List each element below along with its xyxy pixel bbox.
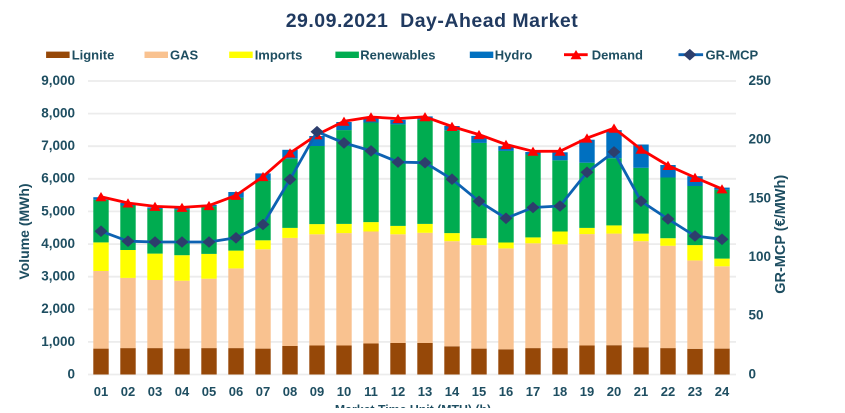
svg-text:7,000: 7,000 bbox=[41, 138, 75, 153]
svg-text:Demand: Demand bbox=[592, 47, 643, 62]
svg-text:0: 0 bbox=[67, 366, 75, 381]
svg-text:GAS: GAS bbox=[170, 47, 199, 62]
svg-text:100: 100 bbox=[749, 249, 772, 264]
svg-text:200: 200 bbox=[749, 132, 772, 147]
svg-text:50: 50 bbox=[749, 308, 764, 323]
svg-text:14: 14 bbox=[445, 384, 460, 399]
svg-text:8,000: 8,000 bbox=[41, 106, 75, 121]
svg-text:22: 22 bbox=[661, 384, 675, 399]
svg-text:17: 17 bbox=[526, 384, 540, 399]
svg-text:Imports: Imports bbox=[255, 47, 303, 62]
svg-text:11: 11 bbox=[364, 384, 378, 399]
svg-text:18: 18 bbox=[553, 384, 567, 399]
svg-text:04: 04 bbox=[175, 384, 190, 399]
svg-text:Lignite: Lignite bbox=[72, 47, 115, 62]
svg-text:12: 12 bbox=[391, 384, 405, 399]
svg-text:Volume (MWh): Volume (MWh) bbox=[16, 183, 32, 279]
svg-text:Hydro: Hydro bbox=[495, 47, 533, 62]
svg-text:250: 250 bbox=[749, 73, 772, 88]
svg-text:150: 150 bbox=[749, 190, 772, 205]
svg-text:9,000: 9,000 bbox=[41, 73, 75, 88]
svg-text:13: 13 bbox=[418, 384, 432, 399]
svg-text:15: 15 bbox=[472, 384, 486, 399]
svg-text:16: 16 bbox=[499, 384, 513, 399]
svg-text:1,000: 1,000 bbox=[41, 334, 75, 349]
svg-text:07: 07 bbox=[256, 384, 270, 399]
svg-text:03: 03 bbox=[148, 384, 162, 399]
svg-text:05: 05 bbox=[202, 384, 216, 399]
svg-text:2,000: 2,000 bbox=[41, 301, 75, 316]
svg-text:02: 02 bbox=[121, 384, 135, 399]
svg-text:09: 09 bbox=[310, 384, 324, 399]
svg-text:06: 06 bbox=[229, 384, 243, 399]
svg-text:21: 21 bbox=[634, 384, 648, 399]
svg-text:23: 23 bbox=[688, 384, 702, 399]
svg-text:20: 20 bbox=[607, 384, 621, 399]
svg-text:29.09.2021 Day-Ahead Market: 29.09.2021 Day-Ahead Market bbox=[286, 10, 579, 32]
svg-text:GR-MCP: GR-MCP bbox=[706, 47, 759, 62]
svg-text:10: 10 bbox=[337, 384, 351, 399]
svg-text:08: 08 bbox=[283, 384, 297, 399]
svg-text:01: 01 bbox=[94, 384, 108, 399]
svg-text:5,000: 5,000 bbox=[41, 203, 75, 218]
svg-text:GR-MCP (€/MWh): GR-MCP (€/MWh) bbox=[773, 175, 789, 294]
svg-text:3,000: 3,000 bbox=[41, 269, 75, 284]
svg-text:Market Time Unit (MTU) (h): Market Time Unit (MTU) (h) bbox=[335, 403, 491, 409]
svg-text:4,000: 4,000 bbox=[41, 236, 75, 251]
svg-text:Renewables: Renewables bbox=[360, 47, 435, 62]
svg-text:6,000: 6,000 bbox=[41, 171, 75, 186]
svg-text:24: 24 bbox=[715, 384, 730, 399]
svg-text:19: 19 bbox=[580, 384, 594, 399]
svg-text:0: 0 bbox=[749, 366, 757, 381]
